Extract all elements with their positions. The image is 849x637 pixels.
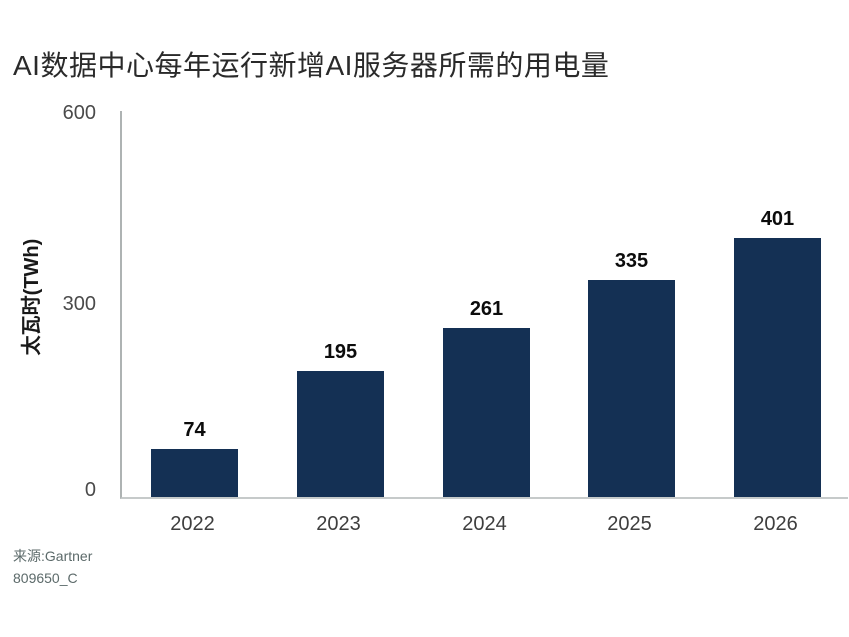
y-tick-0: 0 [84,479,96,501]
x-axis-label-2024: 2024 [462,513,507,535]
figure-id-text: 809650_C [13,570,78,586]
value-label-2022: 74 [183,419,206,441]
bar-2023 [297,371,384,497]
y-tick-300: 300 [62,293,96,315]
value-label-2025: 335 [614,250,649,272]
x-axis-labels: 2022 2023 2024 2025 2026 [120,499,846,539]
bar-2025 [588,280,675,497]
x-axis-label-2026: 2026 [753,513,798,535]
plot-area: 74 195 261 335 401 [120,111,848,499]
value-label-2026: 401 [760,208,795,230]
source-text: 来源:Gartner [13,548,93,564]
chart-title: AI数据中心每年运行新增AI服务器所需的用电量 [13,50,610,81]
value-label-2023: 195 [323,341,358,363]
bar-2022 [151,449,238,497]
bar-2026 [734,238,821,497]
x-axis-label-2025: 2025 [607,513,652,535]
x-axis-label-2023: 2023 [316,513,361,535]
value-label-2024: 261 [469,298,504,320]
bar-2024 [443,328,530,497]
x-axis-label-2022: 2022 [170,513,215,535]
y-tick-600: 600 [62,102,96,124]
